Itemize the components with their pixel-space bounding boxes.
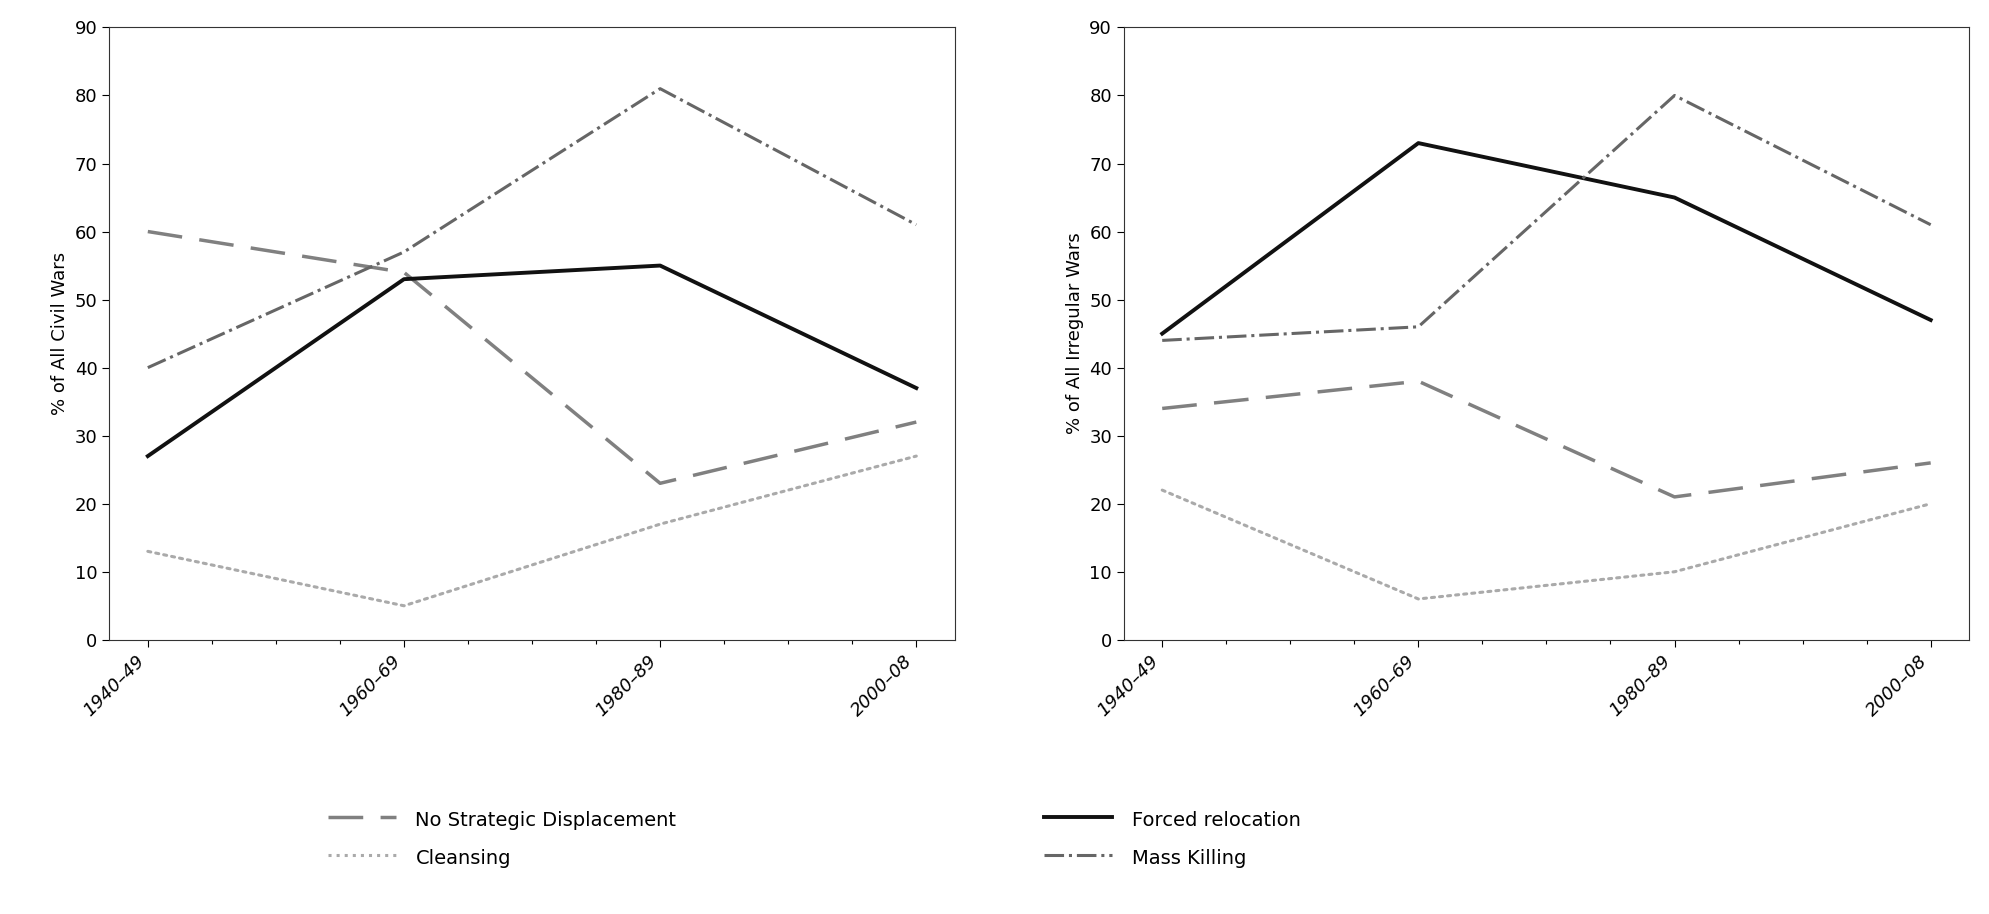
Y-axis label: % of All Civil Wars: % of All Civil Wars: [52, 252, 70, 415]
Legend: Forced relocation, Mass Killing: Forced relocation, Mass Killing: [1044, 809, 1301, 867]
Y-axis label: % of All Irregular Wars: % of All Irregular Wars: [1066, 233, 1084, 434]
Legend: No Strategic Displacement, Cleansing: No Strategic Displacement, Cleansing: [328, 809, 676, 867]
